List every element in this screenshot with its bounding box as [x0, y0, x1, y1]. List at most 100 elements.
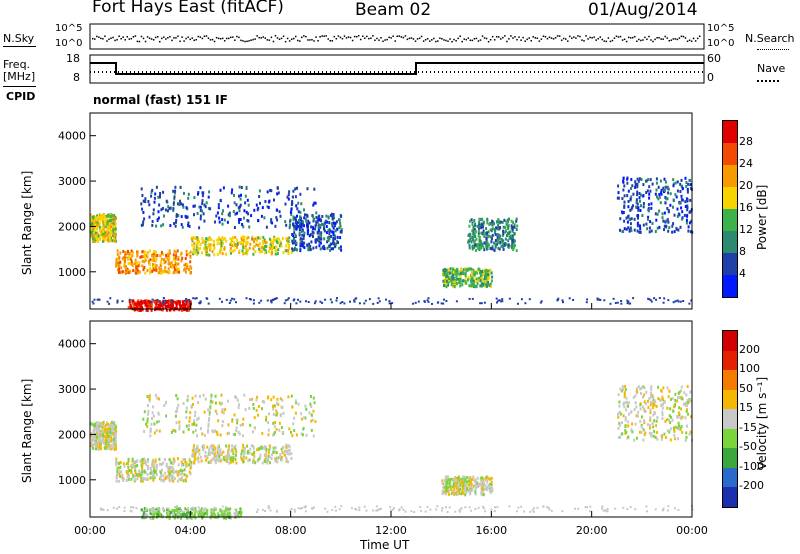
noise-dot	[587, 38, 589, 40]
scatter-cell	[628, 412, 630, 416]
scatter-cell	[245, 210, 248, 214]
scatter-cell	[229, 247, 232, 250]
scatter-cell	[455, 282, 458, 285]
scatter-cell	[115, 258, 118, 262]
scatter-cell	[318, 236, 321, 240]
scatter-cell	[670, 415, 673, 419]
scatter-cell	[214, 507, 217, 511]
scatter-cell	[488, 223, 491, 226]
scatter-cell	[199, 394, 201, 398]
scatter-cell	[468, 477, 471, 481]
scatter-cell	[187, 192, 190, 196]
scatter-cell	[173, 195, 176, 199]
scatter-cell	[635, 205, 638, 209]
scatter-cell	[636, 193, 639, 197]
scatter-cell	[657, 397, 660, 401]
scatter-cell	[115, 479, 118, 483]
ground-scatter	[365, 509, 368, 512]
ground-scatter	[152, 509, 155, 511]
scatter-cell	[487, 269, 490, 273]
scatter-cell	[621, 211, 624, 215]
scatter-cell	[628, 228, 631, 232]
scatter-cell	[121, 473, 124, 477]
scatter-cell	[204, 454, 206, 458]
scatter-cell	[677, 421, 680, 425]
scatter-cell	[299, 221, 302, 225]
scatter-cell	[303, 208, 305, 212]
scatter-cell	[621, 385, 624, 389]
scatter-cell	[251, 237, 254, 241]
scatter-cell	[235, 450, 238, 454]
scatter-cell	[187, 305, 190, 309]
scatter-cell	[472, 484, 475, 488]
scatter-cell	[144, 256, 147, 260]
scatter-cell	[255, 239, 258, 243]
ground-scatter	[596, 298, 599, 301]
scatter-cell	[235, 429, 238, 433]
scatter-cell	[114, 230, 117, 233]
scatter-cell	[480, 222, 483, 226]
scatter-cell	[125, 479, 128, 482]
scatter-cell	[471, 478, 474, 481]
noise-dot	[544, 35, 547, 38]
scatter-cell	[105, 421, 108, 425]
scatter-cell	[135, 265, 138, 269]
scatter-cell	[222, 238, 225, 242]
scatter-cell	[456, 488, 458, 491]
scatter-cell	[239, 218, 242, 221]
scatter-cell	[92, 446, 94, 450]
ground-scatter	[336, 297, 338, 300]
scatter-cell	[242, 460, 245, 464]
scatter-cell	[175, 268, 178, 272]
scatter-cell	[129, 262, 132, 266]
scatter-cell	[633, 228, 636, 232]
scatter-cell	[258, 195, 261, 198]
scatter-cell	[218, 216, 221, 220]
scatter-cell	[114, 429, 117, 433]
scatter-cell	[642, 385, 645, 389]
scatter-cell	[634, 394, 637, 398]
scatter-cell	[102, 234, 105, 238]
scatter-cell	[321, 215, 324, 218]
ground-scatter	[151, 298, 154, 301]
scatter-cell	[183, 268, 185, 272]
scatter-cell	[642, 428, 645, 432]
ground-scatter	[647, 297, 650, 300]
scatter-cell	[620, 421, 623, 425]
scatter-cell	[493, 248, 496, 252]
scatter-cell	[636, 436, 638, 440]
scatter-cell	[618, 423, 621, 427]
scatter-cell	[469, 487, 472, 491]
scatter-cell	[176, 262, 179, 266]
scatter-cell	[167, 511, 170, 515]
scatter-cell	[264, 457, 267, 461]
scatter-cell	[96, 447, 99, 451]
scatter-cell	[215, 459, 218, 463]
scatter-cell	[153, 471, 156, 475]
scatter-cell	[335, 242, 337, 246]
scatter-cell	[468, 267, 471, 271]
scatter-cell	[449, 267, 452, 271]
scatter-cell	[239, 512, 242, 516]
scatter-cell	[176, 471, 179, 475]
scatter-cell	[301, 240, 304, 244]
scatter-cell	[217, 444, 220, 448]
scatter-cell	[211, 250, 214, 254]
scatter-cell	[655, 424, 658, 428]
scatter-cell	[221, 218, 224, 222]
scatter-cell	[617, 393, 620, 397]
ground-scatter	[626, 302, 629, 305]
scatter-cell	[291, 434, 294, 438]
ground-scatter	[448, 506, 451, 509]
noise-dot	[422, 40, 425, 42]
scatter-cell	[118, 264, 121, 268]
noise-dot	[449, 38, 451, 40]
scatter-cell	[688, 210, 691, 214]
scatter-cell	[625, 227, 628, 231]
scatter-cell	[126, 271, 129, 274]
scatter-cell	[130, 477, 133, 481]
scatter-cell	[234, 433, 236, 436]
ground-scatter	[252, 302, 255, 305]
scatter-cell	[260, 445, 263, 449]
scatter-cell	[292, 422, 295, 426]
